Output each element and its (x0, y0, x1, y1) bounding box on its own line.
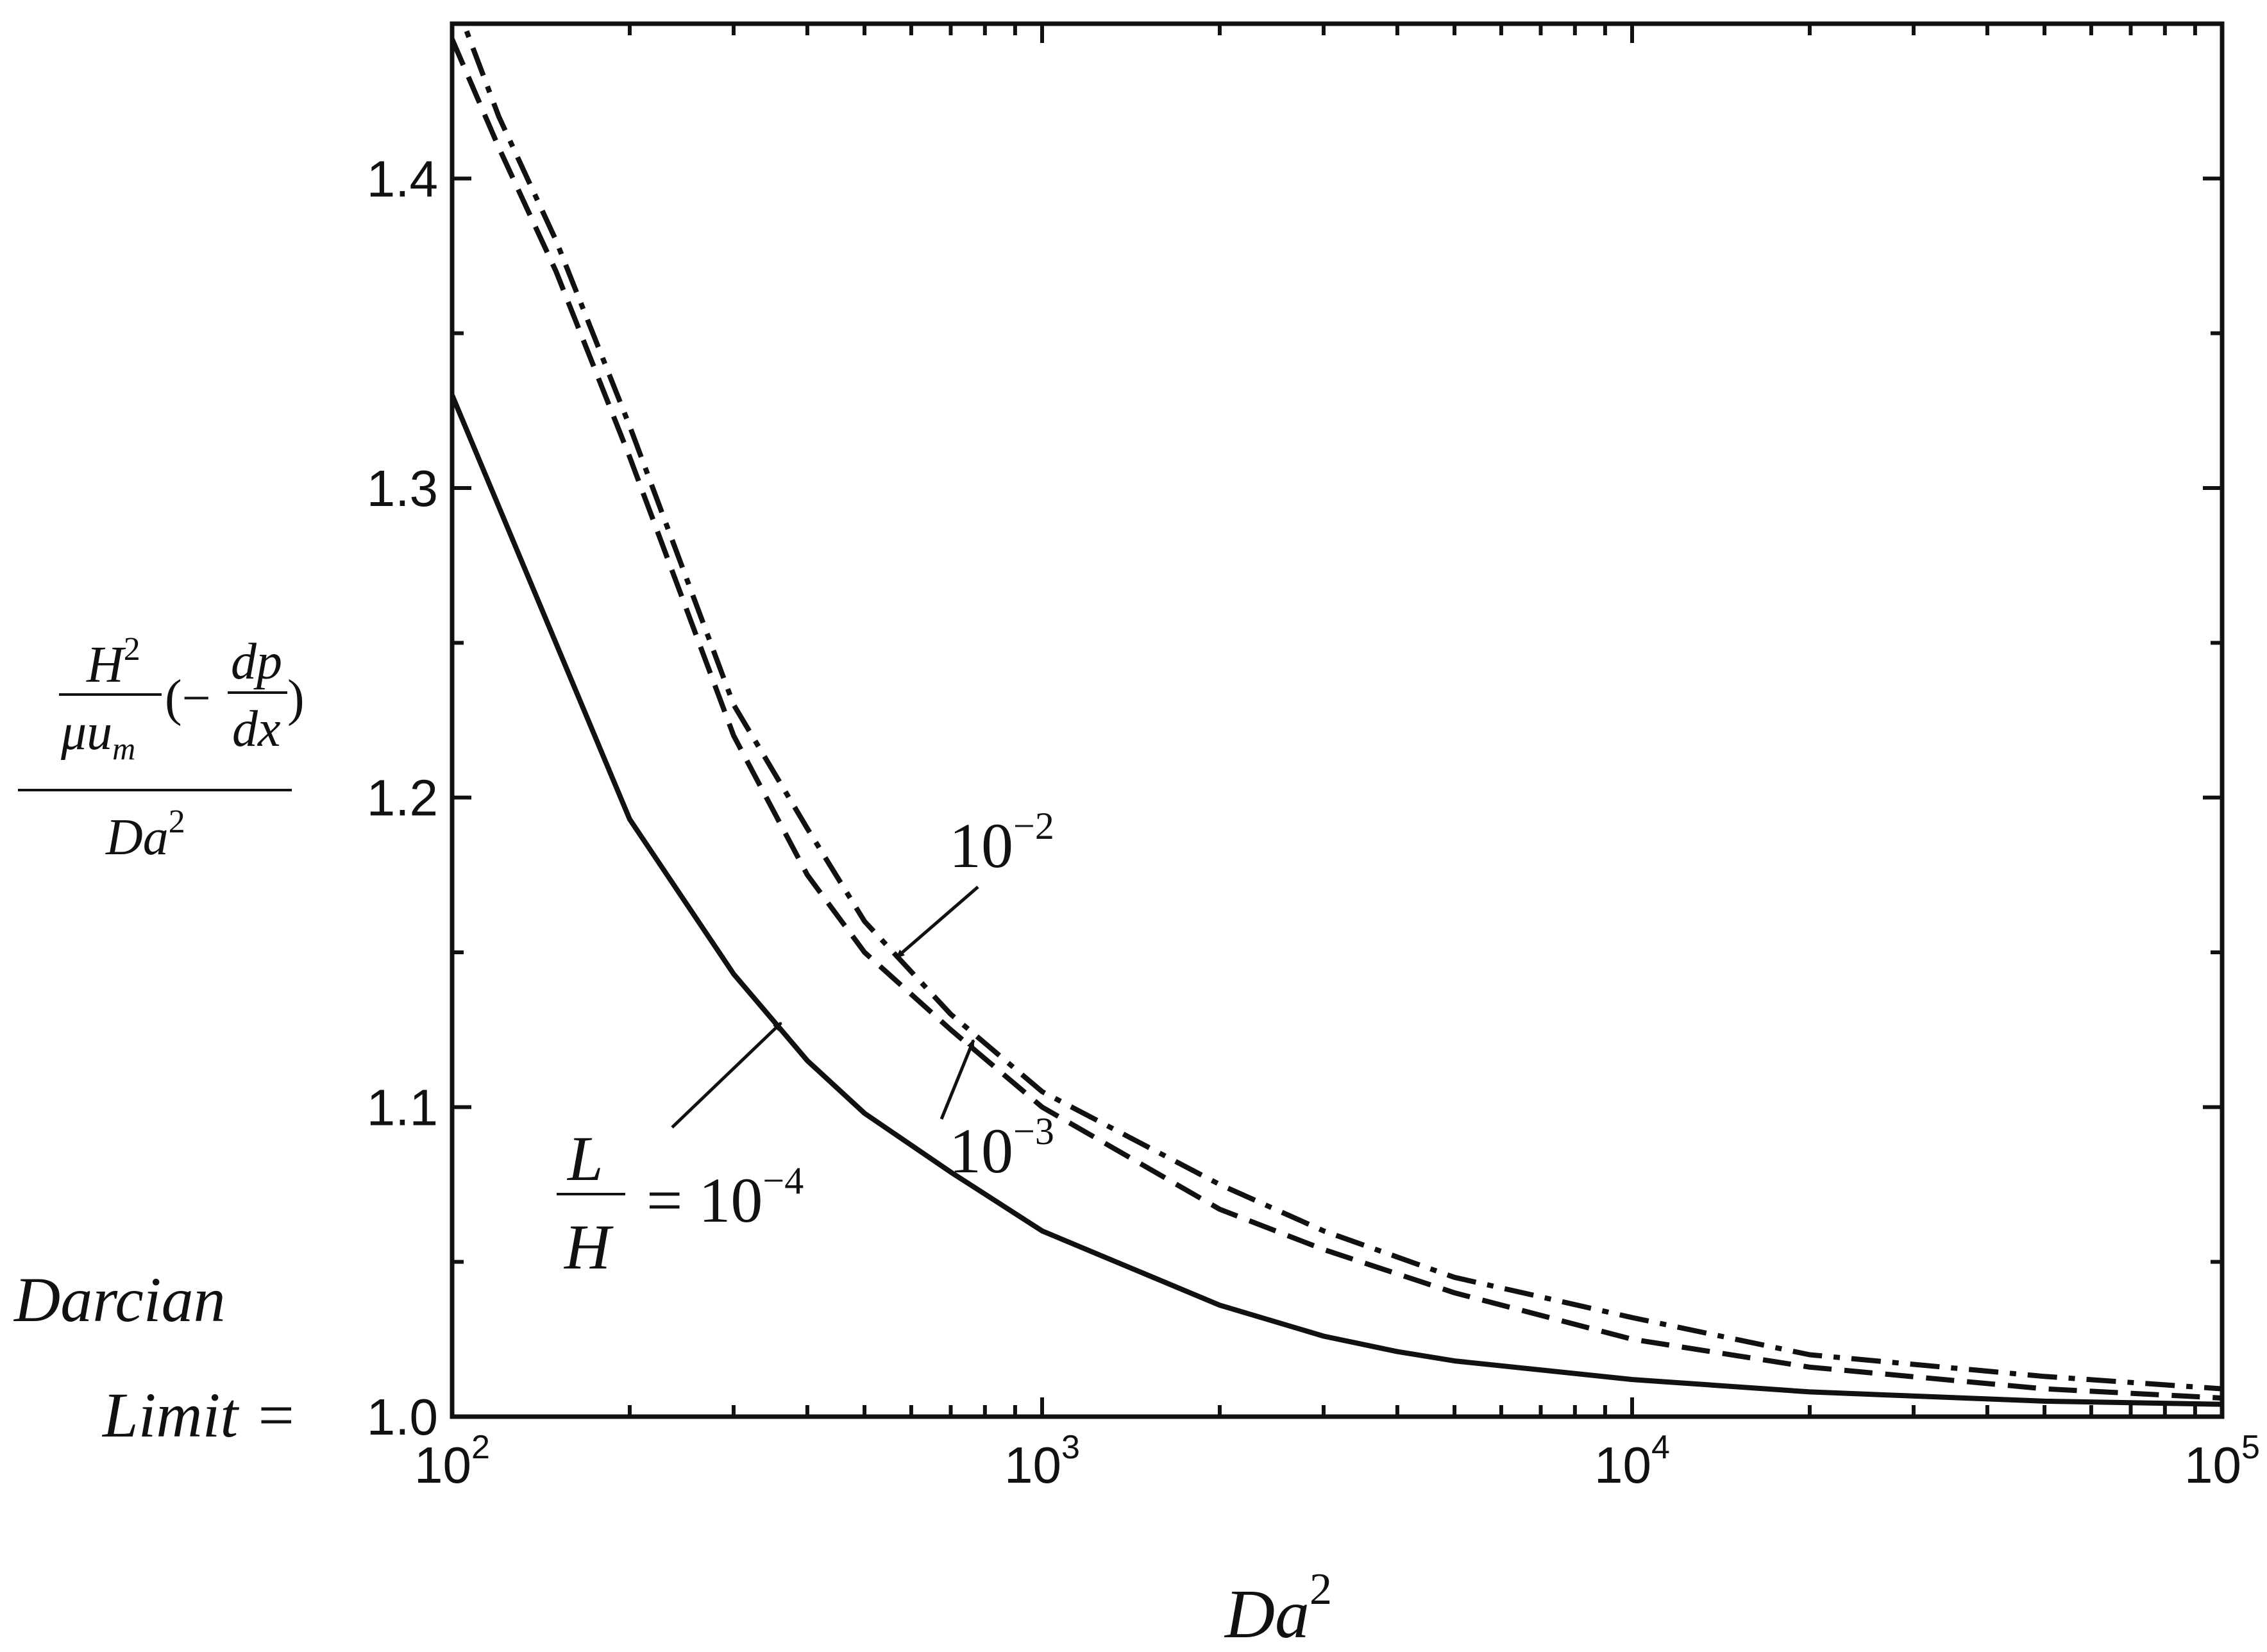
svg-text:(−: (− (165, 670, 211, 727)
annotation-10-minus-3: 10−3 (949, 1110, 1054, 1186)
x-tick-label: 102 (414, 1429, 490, 1494)
svg-text:dx: dx (232, 701, 281, 757)
tick-labels: 1.0 1.1 1.2 1.3 1.4 102 103 104 105 (367, 150, 2260, 1494)
arrow-10-minus-2 (895, 886, 979, 959)
limit-label: Limit = (101, 1379, 298, 1451)
svg-text:H: H (563, 1211, 614, 1283)
y-tick-label: 1.4 (367, 150, 438, 207)
svg-text:L: L (566, 1123, 603, 1194)
plot-frame (450, 21, 2225, 1419)
y-tick-label: 1.0 (367, 1388, 438, 1446)
svg-text:H2: H2 (86, 631, 140, 693)
series-lines (452, 24, 2222, 1407)
x-tick-label: 105 (2184, 1429, 2260, 1494)
annotation-10-minus-2: 10−2 (949, 805, 1054, 881)
series-line-solid (452, 394, 2222, 1407)
annotation-l-over-h: L H = 10−4 (557, 1123, 804, 1283)
svg-text:Da2: Da2 (105, 804, 185, 866)
arrow-10-minus-3 (940, 1039, 975, 1120)
svg-text:dp: dp (231, 634, 282, 690)
svg-text:): ) (287, 670, 305, 727)
svg-text:= 10−4: = 10−4 (646, 1159, 804, 1236)
darcian-label: Darcian (13, 1264, 226, 1335)
x-tick-label: 104 (1594, 1429, 1670, 1494)
y-tick-label: 1.2 (367, 770, 438, 827)
x-axis-label: Da2 (1224, 1565, 1332, 1652)
axis-ticks (450, 22, 2224, 1419)
y-tick-label: 1.3 (367, 460, 438, 517)
x-tick-label: 103 (1004, 1429, 1080, 1494)
series-line-dashdot (460, 24, 2222, 1392)
svg-text:μum: μum (60, 704, 135, 766)
y-tick-label: 1.1 (367, 1079, 438, 1136)
series-line-dashed (452, 38, 2222, 1401)
arrow-10-minus-4 (671, 1022, 782, 1129)
y-axis-label: H2 μum (− dp dx ) Da2 (18, 631, 305, 866)
